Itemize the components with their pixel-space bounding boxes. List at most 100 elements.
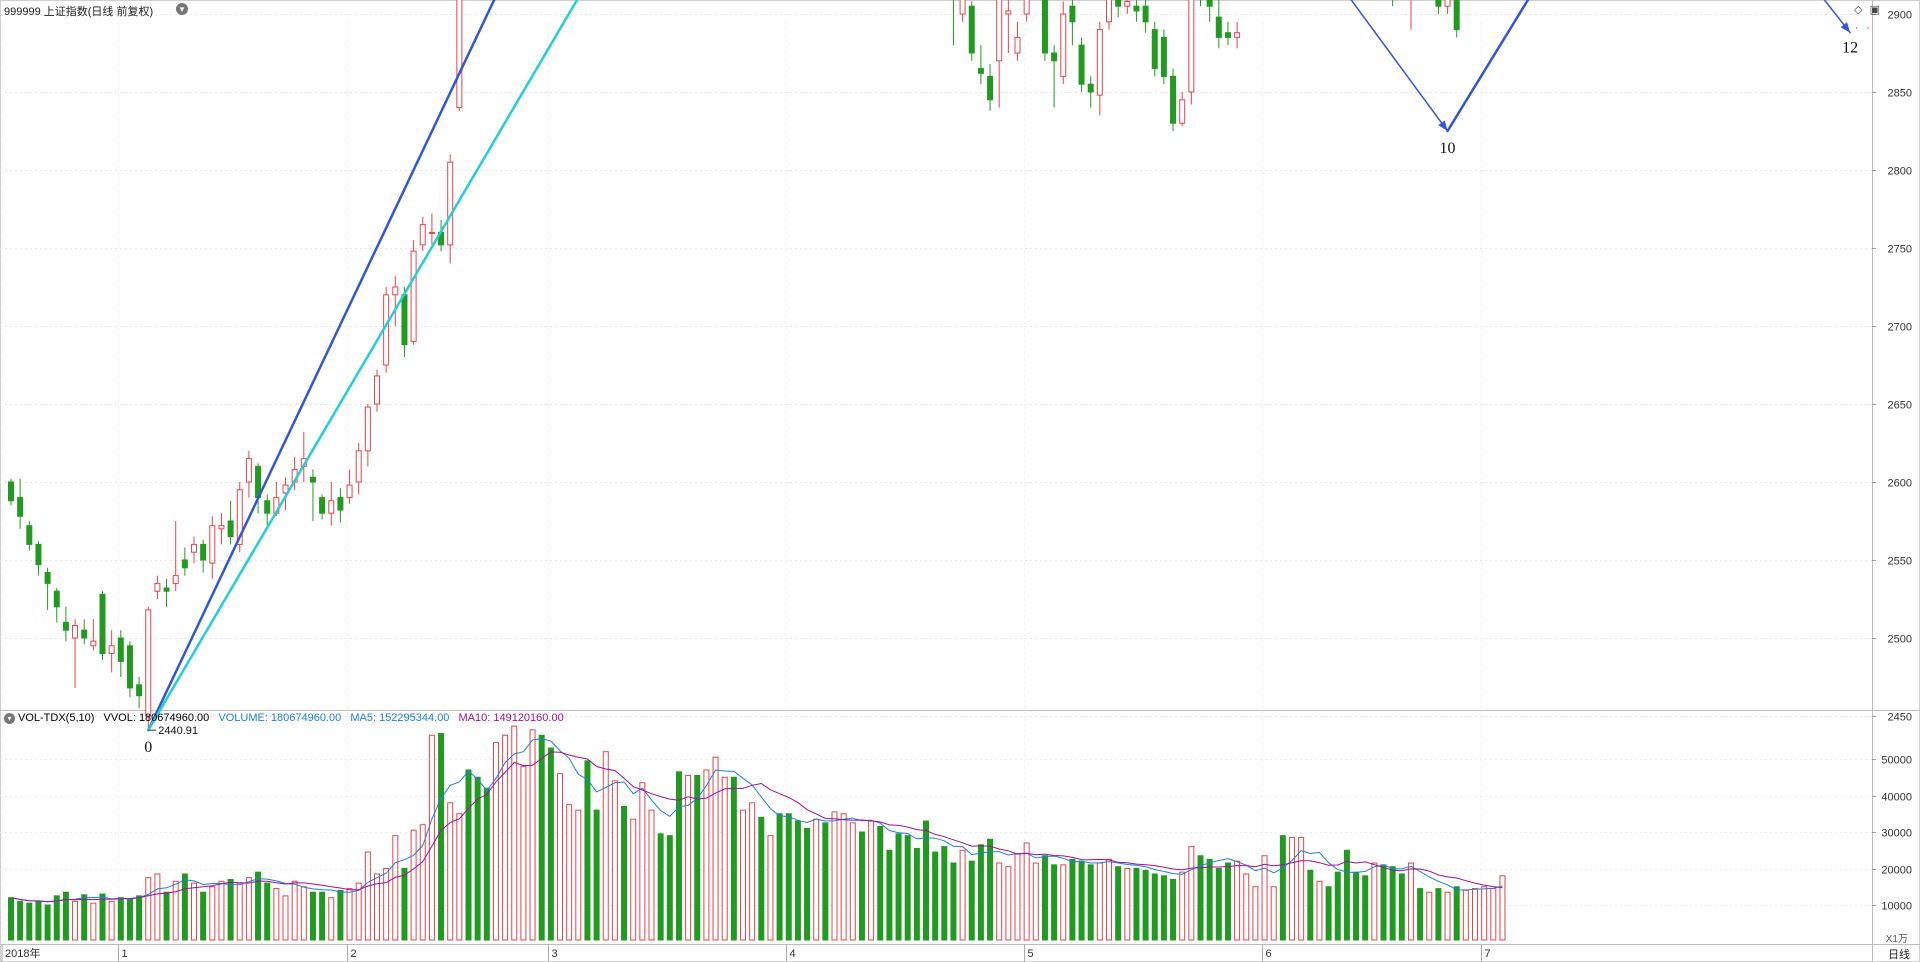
date-tick-label: 4 — [790, 948, 796, 960]
candle — [81, 619, 88, 645]
candle-body — [99, 593, 106, 655]
candle — [209, 516, 216, 579]
candle — [337, 488, 344, 523]
volume-bar — [868, 820, 875, 941]
volume-bar — [1490, 888, 1497, 941]
candle-body — [959, 0, 966, 15]
diamond-icon[interactable]: ◇ — [1854, 4, 1863, 16]
volume-bar — [1170, 878, 1177, 941]
volume-bar — [374, 873, 380, 941]
candle-body — [117, 637, 124, 662]
candle-body — [8, 481, 14, 502]
volume-bar — [529, 729, 536, 941]
candle-body — [145, 609, 152, 717]
period-label[interactable]: 日线 — [1888, 949, 1910, 961]
volume-bar — [401, 868, 408, 941]
candle — [328, 482, 335, 526]
price-grid — [0, 14, 1872, 942]
volume-bar — [1087, 864, 1094, 941]
volume-bar — [1407, 862, 1414, 941]
candle-body — [1179, 99, 1186, 124]
candle-body — [35, 543, 42, 566]
volume-bar — [181, 873, 188, 941]
chevron-down-icon[interactable]: ▾ — [176, 3, 188, 15]
candle — [35, 541, 42, 576]
vvol-value: VVOL: 180674960.00 — [103, 712, 210, 724]
candle — [236, 482, 243, 553]
candle — [1444, 0, 1451, 14]
volume-bar — [383, 868, 390, 941]
candle-body — [319, 497, 326, 514]
volume-bar — [730, 776, 737, 941]
volume-bar — [346, 888, 353, 941]
volume-bar — [895, 833, 902, 941]
date-tick-label: 5 — [1028, 948, 1034, 960]
volume-unit-label: X1万 — [1885, 934, 1908, 945]
candle — [72, 619, 79, 688]
candle-body — [17, 497, 24, 517]
volume-bar — [520, 765, 527, 941]
candle — [410, 240, 417, 345]
candle — [952, 0, 954, 46]
volume-bar — [209, 886, 216, 941]
volume-menu-icon[interactable]: ▾ — [4, 713, 15, 724]
candle-body — [428, 231, 435, 234]
wave-label: 12 — [1842, 40, 1858, 57]
candle — [1133, 0, 1140, 22]
volume-moving-averages — [10, 738, 1503, 903]
candle-body — [419, 224, 426, 246]
ma10-value: MA10: 149120160.00 — [458, 712, 564, 724]
volume-bar — [840, 813, 847, 941]
volume-bar — [218, 880, 225, 941]
volume-bar — [1417, 888, 1424, 941]
volume-bar — [1481, 886, 1488, 941]
volume-bar — [950, 862, 957, 941]
candle — [1096, 21, 1103, 116]
candle-body — [72, 625, 79, 639]
volume-bar — [1234, 860, 1241, 941]
volume-bar — [1316, 880, 1323, 941]
box-icon[interactable]: ▣ — [1869, 4, 1880, 16]
volume-bar — [502, 734, 509, 941]
candle — [300, 432, 307, 482]
volume-bar — [99, 893, 106, 941]
volume-bar — [456, 813, 463, 941]
candle-body — [218, 525, 225, 530]
candle — [1051, 45, 1058, 108]
volume-bar — [8, 897, 14, 941]
candle — [163, 578, 170, 607]
volume-bar — [447, 802, 454, 941]
volume-bars[interactable] — [8, 725, 1506, 941]
volume-bar — [932, 851, 939, 941]
candle — [1160, 29, 1167, 85]
candle-body — [53, 590, 60, 608]
candle — [1023, 0, 1030, 22]
candle — [1224, 21, 1231, 46]
volume-bar — [264, 882, 271, 941]
volume-bar — [913, 847, 920, 941]
volume-bar — [309, 891, 316, 941]
volume-bar — [1270, 886, 1277, 941]
candle-body — [355, 450, 362, 483]
volume-bar — [136, 895, 143, 941]
candle — [17, 478, 24, 529]
candlestick-series[interactable] — [8, 0, 1460, 729]
candle-body — [200, 543, 207, 561]
volume-bar — [1426, 891, 1433, 941]
volume-bar — [1362, 875, 1369, 941]
volume-bar — [72, 900, 79, 941]
price-tick-label: 2800 — [1888, 166, 1912, 178]
volume-tick-label: 10000 — [1881, 901, 1912, 913]
volume-bar — [1106, 858, 1112, 941]
candle — [1170, 68, 1177, 131]
volume-bar — [822, 822, 829, 941]
volume-bar — [191, 882, 197, 941]
candle-body — [1041, 0, 1048, 54]
volume-tick-label: 40000 — [1881, 792, 1912, 804]
candle — [90, 619, 97, 651]
date-tick-label: 3 — [552, 948, 558, 960]
date-tick-label: 6 — [1266, 948, 1272, 960]
volume-bar — [923, 820, 929, 941]
